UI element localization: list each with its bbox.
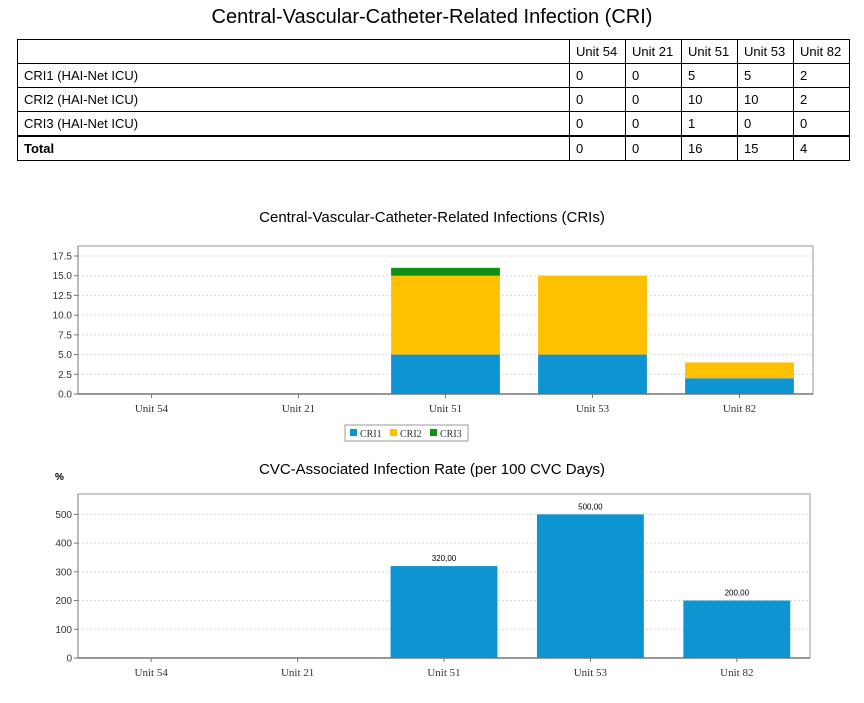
- table-row: CRI3 (HAI-Net ICU) 0 0 1 0 0: [17, 111, 850, 137]
- y-tick-label: 7.5: [58, 330, 72, 341]
- row-label: CRI3 (HAI-Net ICU): [17, 111, 570, 137]
- y-tick-label: 100: [55, 625, 72, 636]
- total-cell: 16: [681, 135, 738, 161]
- table-cell: 0: [737, 111, 794, 137]
- bar-segment-cri2: [538, 275, 647, 355]
- y-tick-label: 15.0: [53, 271, 73, 282]
- legend-box: [344, 424, 469, 442]
- y-tick-label: 0: [66, 654, 72, 665]
- table-row: CRI1 (HAI-Net ICU) 0 0 5 5 2: [17, 63, 850, 88]
- x-tick-label: Unit 53: [576, 403, 610, 415]
- table-cell: 0: [625, 111, 682, 137]
- x-tick-label: Unit 21: [281, 667, 314, 679]
- bar-segment-cri2: [391, 275, 500, 355]
- y-tick-label: 500: [55, 510, 72, 521]
- table-row: CRI2 (HAI-Net ICU) 0 0 10 10 2: [17, 87, 850, 112]
- y-tick-label: 12.5: [53, 291, 73, 302]
- table-cell: 0: [793, 111, 850, 137]
- table-cell: 2: [793, 63, 850, 88]
- y-tick-label: 17.5: [53, 252, 73, 263]
- y-tick-label: 0.0: [58, 390, 72, 401]
- bar: [390, 566, 498, 658]
- column-header: Unit 21: [625, 39, 682, 64]
- x-tick-label: Unit 54: [135, 403, 169, 415]
- bar: [683, 600, 791, 658]
- y-axis-label: %: [55, 472, 64, 483]
- x-tick-label: Unit 51: [427, 667, 460, 679]
- data-label: 200,00: [725, 589, 750, 598]
- x-tick-label: Unit 82: [720, 667, 753, 679]
- cri-table: Unit 54 Unit 21 Unit 51 Unit 53 Unit 82 …: [17, 39, 850, 161]
- bar-segment-cri2: [685, 362, 794, 379]
- table-cell: 2: [793, 87, 850, 112]
- y-tick-label: 200: [55, 596, 72, 607]
- total-cell: 15: [737, 135, 794, 161]
- legend-swatch: [350, 429, 357, 436]
- table-cell: 1: [681, 111, 738, 137]
- legend-swatch: [390, 429, 397, 436]
- table-cell: 0: [625, 63, 682, 88]
- bar-segment-cri3: [391, 267, 500, 276]
- table-cell: 0: [625, 87, 682, 112]
- table-cell: 10: [681, 87, 738, 112]
- column-header: Unit 54: [569, 39, 626, 64]
- x-tick-label: Unit 51: [429, 403, 462, 415]
- total-cell: 0: [569, 135, 626, 161]
- table-cell: 5: [681, 63, 738, 88]
- legend-label: CRI2: [400, 429, 422, 440]
- total-cell: 4: [793, 135, 850, 161]
- total-label: Total: [17, 135, 570, 161]
- chart-title: CVC-Associated Infection Rate (per 100 C…: [259, 461, 605, 478]
- x-tick-label: Unit 53: [574, 667, 608, 679]
- legend-swatch: [430, 429, 437, 436]
- bar-segment-cri1: [685, 378, 794, 394]
- y-tick-label: 10.0: [53, 311, 73, 322]
- x-tick-label: Unit 21: [282, 403, 315, 415]
- bar-segment-cri1: [391, 354, 500, 394]
- table-header-row: Unit 54 Unit 21 Unit 51 Unit 53 Unit 82: [17, 39, 850, 64]
- legend-label: CRI1: [360, 429, 382, 440]
- data-label: 320,00: [432, 554, 457, 563]
- row-label: CRI2 (HAI-Net ICU): [17, 87, 570, 112]
- total-row: Total 0 0 16 15 4: [17, 135, 850, 161]
- y-tick-label: 2.5: [58, 370, 72, 381]
- row-label: CRI1 (HAI-Net ICU): [17, 63, 570, 88]
- table-cell: 5: [737, 63, 794, 88]
- table-cell: 10: [737, 87, 794, 112]
- page-title: Central-Vascular-Catheter-Related Infect…: [211, 6, 653, 28]
- y-tick-label: 400: [55, 539, 72, 550]
- y-tick-label: 5.0: [58, 350, 72, 361]
- infection-rate-bar-chart: CVC-Associated Infection Rate (per 100 C…: [55, 461, 811, 679]
- column-header: Unit 51: [681, 39, 738, 64]
- legend-label: CRI3: [440, 429, 462, 440]
- table-cell: 0: [569, 63, 626, 88]
- column-header: Unit 82: [793, 39, 850, 64]
- bar-segment-cri1: [538, 354, 647, 394]
- cri-stacked-bar-chart: Central-Vascular-Catheter-Related Infect…: [53, 209, 814, 442]
- data-label: 500,00: [578, 502, 603, 511]
- x-tick-label: Unit 82: [723, 403, 756, 415]
- y-tick-label: 300: [55, 567, 72, 578]
- table-cell: 0: [569, 87, 626, 112]
- x-tick-label: Unit 54: [135, 667, 169, 679]
- total-cell: 0: [625, 135, 682, 161]
- bar: [536, 514, 644, 658]
- table-corner-cell: [17, 39, 570, 64]
- table-cell: 0: [569, 111, 626, 137]
- column-header: Unit 53: [737, 39, 794, 64]
- chart-title: Central-Vascular-Catheter-Related Infect…: [259, 209, 605, 226]
